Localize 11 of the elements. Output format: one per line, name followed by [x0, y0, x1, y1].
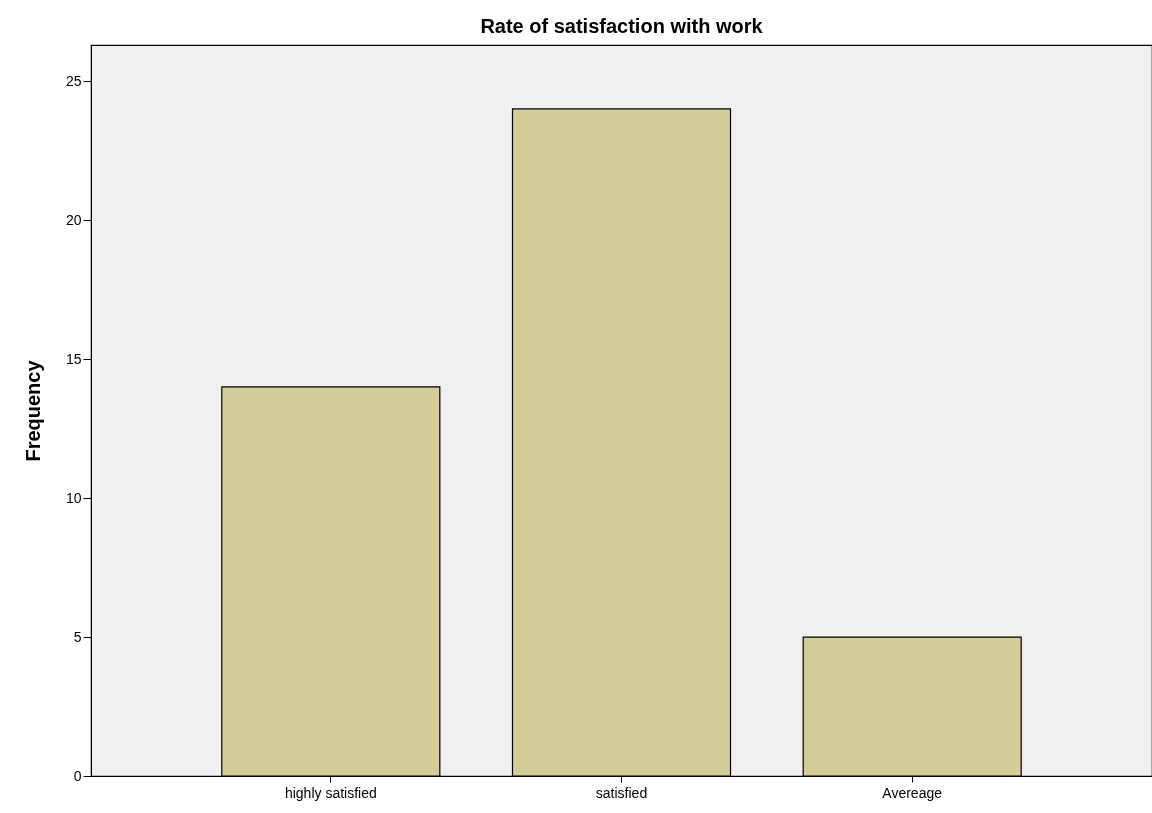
x-tick-label: satisfied — [595, 784, 648, 801]
y-tick-label: 20 — [65, 211, 82, 228]
chart-title: Rate of satisfaction with work — [480, 15, 764, 37]
y-tick-label: 25 — [65, 72, 82, 89]
x-tick-label: highly satisfied — [284, 784, 377, 801]
y-axis-title: Frequency — [21, 359, 44, 462]
y-tick-label: 15 — [65, 350, 82, 367]
x-tick-label: Avereage — [882, 784, 943, 801]
y-tick-label: 5 — [73, 628, 82, 645]
y-tick-label: 0 — [73, 767, 82, 784]
y-tick-label: 10 — [65, 489, 82, 506]
